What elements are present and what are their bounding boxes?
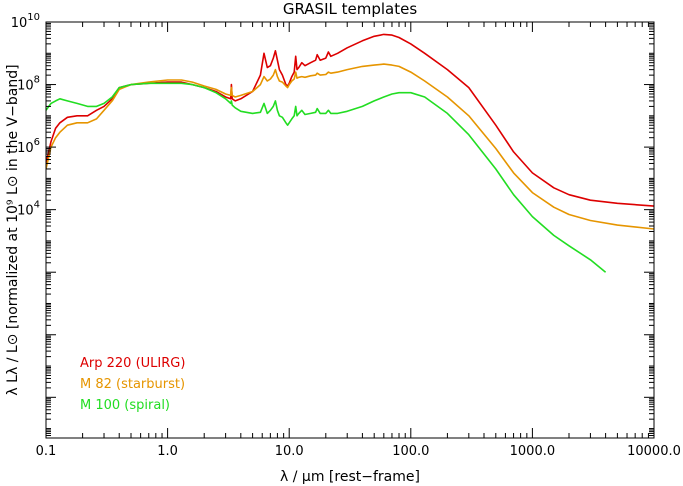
x-tick-label: 1000.0 [510,444,556,459]
legend: Arp 220 (ULIRG) M 82 (starburst) M 100 (sp… [80,356,185,413]
series-line-2 [46,63,654,230]
y-tick-label: 104 [17,200,40,219]
y-axis-title: λ Lλ / L⊙ [normalized at 10⁹ L⊙ in the V… [5,64,21,395]
x-tick-label: 0.1 [36,444,57,459]
x-tick-label: 10000.0 [627,444,681,459]
x-axis-title: λ / μm [rest−frame] [280,469,420,485]
series-line-1 [46,33,654,207]
series-layer [46,33,654,273]
x-tick-label: 1.0 [157,444,178,459]
axes-layer: 0.1 1.0 10.0 100.0 1000.0 10000.0 104 106 108 101… [11,12,681,459]
series-line-3 [46,82,607,273]
x-tick-label: 100.0 [392,444,429,459]
x-tick-label: 10.0 [275,444,304,459]
legend-entry-3: M 100 (spiral) [80,398,170,413]
y-tick-label: 108 [17,75,40,94]
y-tick-label: 106 [17,137,40,156]
chart-title: GRASIL templates [283,0,417,18]
y-tick-label: 1010 [11,12,40,31]
legend-entry-2: M 82 (starburst) [80,377,185,392]
legend-entry-1: Arp 220 (ULIRG) [80,356,185,371]
plot-frame [45,21,655,439]
